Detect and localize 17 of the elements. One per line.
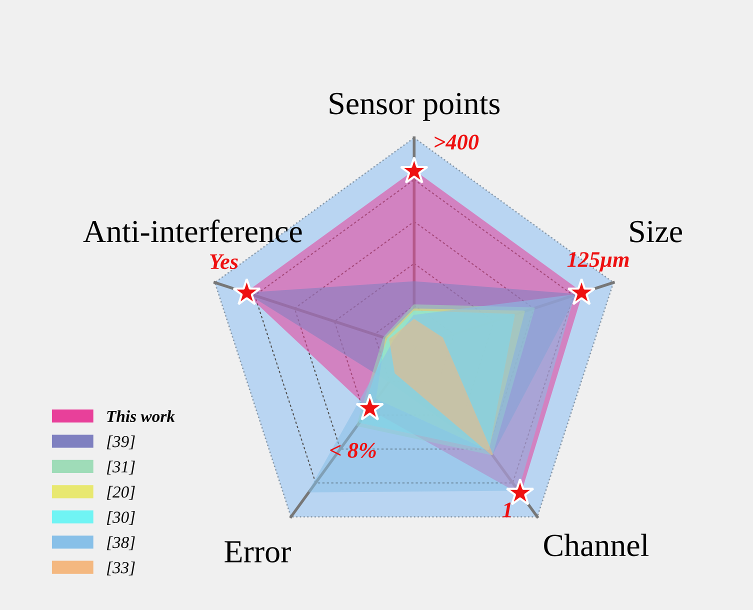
text: Yes: [210, 254, 238, 270]
spoke-label: Channel: [544, 534, 649, 556]
spoke-label: Sensor points: [330, 92, 500, 121]
legend-label: [39]: [106, 436, 135, 450]
legend-label: [30]: [106, 511, 135, 525]
legend-label: [20]: [106, 486, 135, 500]
spoke-label: Anti-interference: [83, 220, 302, 242]
legend-label: [31]: [106, 460, 135, 475]
spoke-label: Size: [630, 220, 682, 242]
legend-label: [33]: [106, 562, 135, 576]
legend-label: [38]: [106, 536, 135, 550]
spoke-label: Error: [224, 541, 291, 563]
text: >400: [434, 134, 479, 150]
text: < 8%: [330, 442, 376, 458]
text: 125μm: [567, 252, 629, 272]
legend-label: This work: [107, 410, 175, 422]
text: 1: [502, 502, 511, 518]
